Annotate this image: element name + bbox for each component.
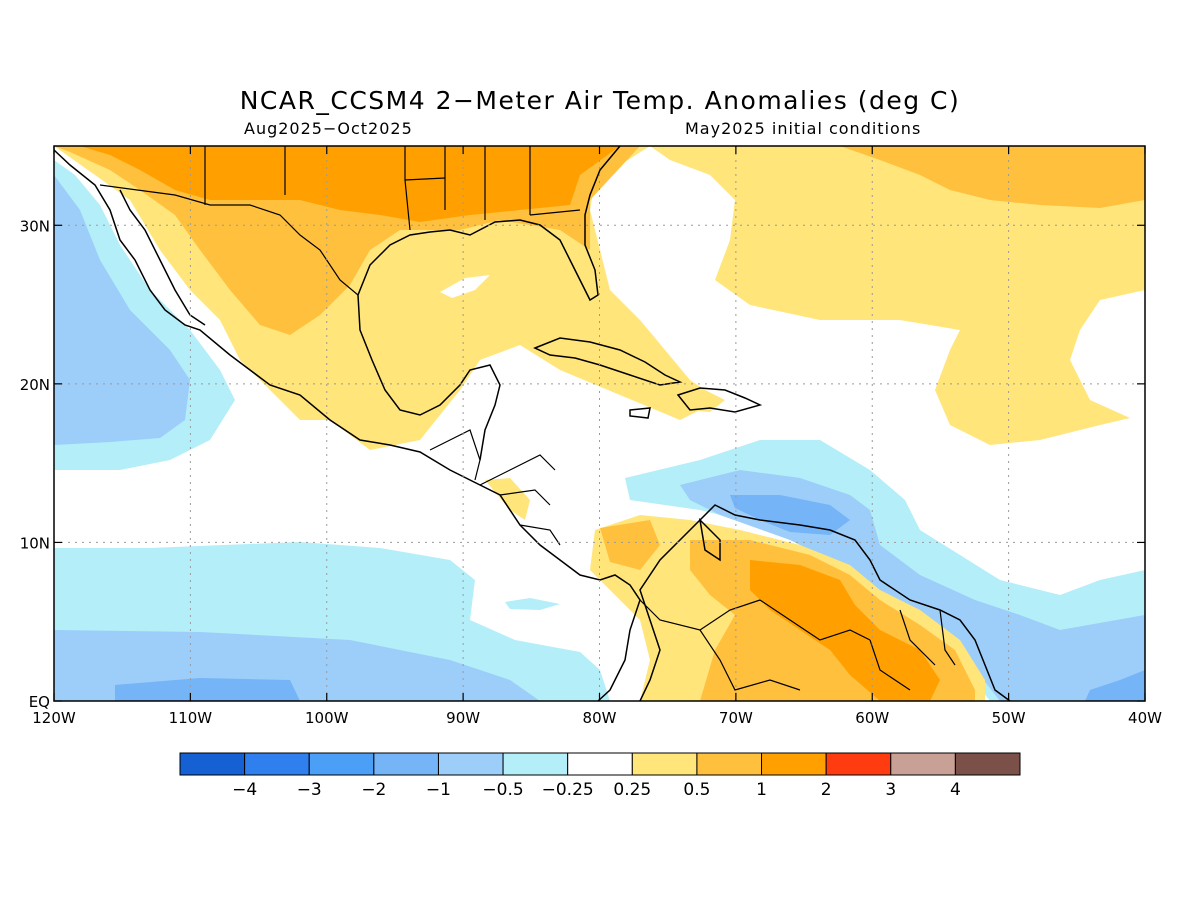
- colorbar-segment: [373, 752, 439, 776]
- colorbar-segment: [179, 752, 246, 776]
- init-label: May2025 initial conditions: [685, 119, 922, 138]
- y-tick-label: EQ: [29, 693, 50, 711]
- chart-title: NCAR_CCSM4 2−Meter Air Temp. Anomalies (…: [239, 86, 961, 115]
- colorbar-label: 0.25: [613, 780, 651, 800]
- colorbar-segment: [696, 752, 763, 776]
- colorbar-label: 1: [756, 780, 767, 800]
- colorbar-segment: [567, 752, 633, 776]
- colorbar-label: 2: [821, 780, 832, 800]
- period-label: Aug2025−Oct2025: [244, 119, 413, 138]
- colorbar: −4 −3 −2 −1 −0.5 −0.25 0.25 0.5 1 2 3 4: [179, 752, 1021, 800]
- colorbar-segment: [244, 752, 310, 776]
- x-tick-label: 110W: [169, 709, 213, 727]
- x-tick-label: 120W: [32, 709, 76, 727]
- gulf-neutral-patch: [440, 275, 490, 298]
- colorbar-label: −0.25: [542, 780, 594, 800]
- colorbar-label: −3: [297, 780, 322, 800]
- colorbar-label: −2: [361, 780, 386, 800]
- colorbar-label: −0.5: [482, 780, 523, 800]
- colorbar-segment: [437, 752, 504, 776]
- greater-antilles-warm-anomaly: [535, 332, 680, 392]
- x-tick-label: 50W: [992, 709, 1026, 727]
- colorbar-label: 3: [885, 780, 896, 800]
- caribbean-strong-cool-anomaly: [730, 495, 850, 535]
- pacific-cool-patch: [505, 598, 560, 610]
- y-tick-label: 20N: [20, 376, 50, 394]
- x-tick-label: 90W: [446, 709, 480, 727]
- colorbar-label: −1: [426, 780, 451, 800]
- colorbar-segment: [890, 752, 956, 776]
- atlantic-warm-anomaly: [650, 146, 1145, 445]
- colorbar-label: 4: [950, 780, 961, 800]
- x-tick-label: 40W: [1128, 709, 1162, 727]
- y-tick-label: 30N: [20, 217, 50, 235]
- colorbar-segment: [954, 752, 1021, 776]
- colorbar-segment: [631, 752, 698, 776]
- colorbar-segment: [761, 752, 827, 776]
- central-america-warm-anomaly: [485, 478, 530, 520]
- anomaly-field: [54, 146, 1145, 701]
- x-tick-label: 70W: [719, 709, 753, 727]
- colorbar-segment: [502, 752, 569, 776]
- x-tick-label: 80W: [583, 709, 617, 727]
- colorbar-segment: [825, 752, 892, 776]
- atlantic-moderate-warm-anomaly: [840, 146, 1145, 208]
- pacific-strong-cool-anomaly-south: [115, 678, 300, 701]
- y-tick-label: 10N: [20, 534, 50, 552]
- colorbar-segment: [308, 752, 375, 776]
- atlantic-strong-cool-anomaly: [1085, 670, 1145, 701]
- gridlines: [54, 146, 1145, 701]
- x-tick-label: 60W: [855, 709, 889, 727]
- colorbar-label: 0.5: [683, 780, 710, 800]
- colorbar-label: −4: [232, 780, 257, 800]
- axis-ticks: 120W 110W 100W 90W 80W 70W 60W 50W 40W EQ 10N 20N 30…: [20, 146, 1162, 727]
- south-america-strong-warm-anomaly: [750, 560, 940, 701]
- x-tick-label: 100W: [305, 709, 349, 727]
- pacific-moderate-cool-anomaly-north: [54, 175, 190, 445]
- borders: [99, 146, 956, 691]
